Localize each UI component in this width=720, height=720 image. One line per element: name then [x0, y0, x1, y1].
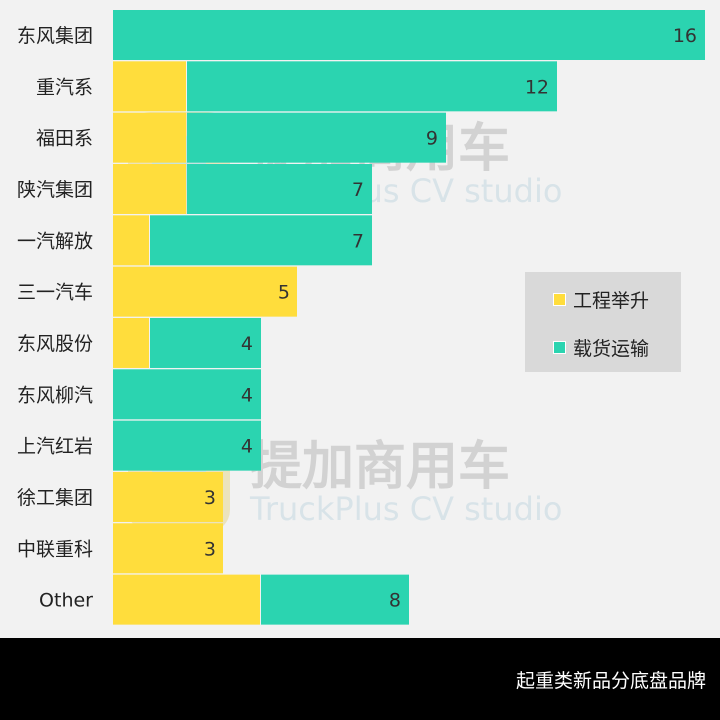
bar-segment-lifting [113, 215, 149, 266]
total-label: 4 [241, 333, 253, 355]
footer-title: 起重类新品分底盘品牌 [515, 670, 706, 692]
total-label: 3 [204, 487, 216, 509]
category-label: 重汽系 [36, 76, 93, 98]
category-label: 中联重科 [17, 538, 93, 560]
total-label: 9 [426, 128, 438, 150]
total-label: 7 [352, 230, 364, 252]
bar-segment-lifting [113, 317, 149, 368]
bar-segment-lifting [113, 163, 186, 214]
bar-segment-cargo [187, 112, 446, 163]
category-label: 陕汽集团 [17, 179, 93, 201]
legend-swatch [553, 293, 566, 306]
total-label: 4 [241, 384, 253, 406]
total-label: 5 [278, 282, 290, 304]
stacked-bar-chart: 东风集团 16 重汽系 12 福田系 9 陕汽集团 7 一汽解放 7 三一汽车 5 东风股份 4 东风柳汽 4… [17, 10, 705, 625]
legend: 工程举升 载货运输 [525, 272, 681, 372]
total-label: 7 [352, 179, 364, 201]
bar-segment-cargo [187, 163, 372, 214]
bar-segment-lifting [113, 471, 223, 522]
category-label: Other [39, 590, 93, 612]
category-label: 福田系 [36, 128, 93, 150]
bar-segment-cargo [113, 369, 261, 420]
bar-segment-cargo [150, 215, 372, 266]
bar-segment-cargo [187, 61, 557, 112]
bar-segment-lifting [113, 61, 186, 112]
bar-segment-cargo [150, 317, 261, 368]
total-label: 16 [673, 25, 697, 47]
bar-segment-cargo [113, 420, 261, 471]
legend-item-cargo: 载货运输 [553, 334, 649, 361]
bar-segment-cargo [261, 574, 409, 625]
bar-segment-lifting [113, 266, 297, 317]
total-label: 3 [204, 538, 216, 560]
bar-segment-lifting [113, 574, 260, 625]
category-label: 东风股份 [17, 333, 93, 355]
category-label: 上汽红岩 [17, 436, 93, 458]
total-label: 4 [241, 436, 253, 458]
footer-bar: 起重类新品分底盘品牌 [0, 638, 720, 720]
legend-swatch [553, 341, 566, 354]
category-label: 东风柳汽 [17, 384, 93, 406]
legend-label: 载货运输 [573, 338, 650, 360]
category-label: 一汽解放 [17, 230, 93, 252]
category-label: 东风集团 [17, 25, 93, 47]
legend-item-lifting: 工程举升 [553, 286, 649, 313]
bar-segment-lifting [113, 523, 223, 574]
bar-segment-lifting [113, 112, 186, 163]
bar-segment-cargo [113, 10, 705, 60]
total-label: 12 [525, 76, 549, 98]
category-label: 三一汽车 [17, 282, 93, 304]
total-label: 8 [389, 590, 401, 612]
category-label: 徐工集团 [17, 487, 93, 509]
legend-label: 工程举升 [573, 290, 650, 312]
